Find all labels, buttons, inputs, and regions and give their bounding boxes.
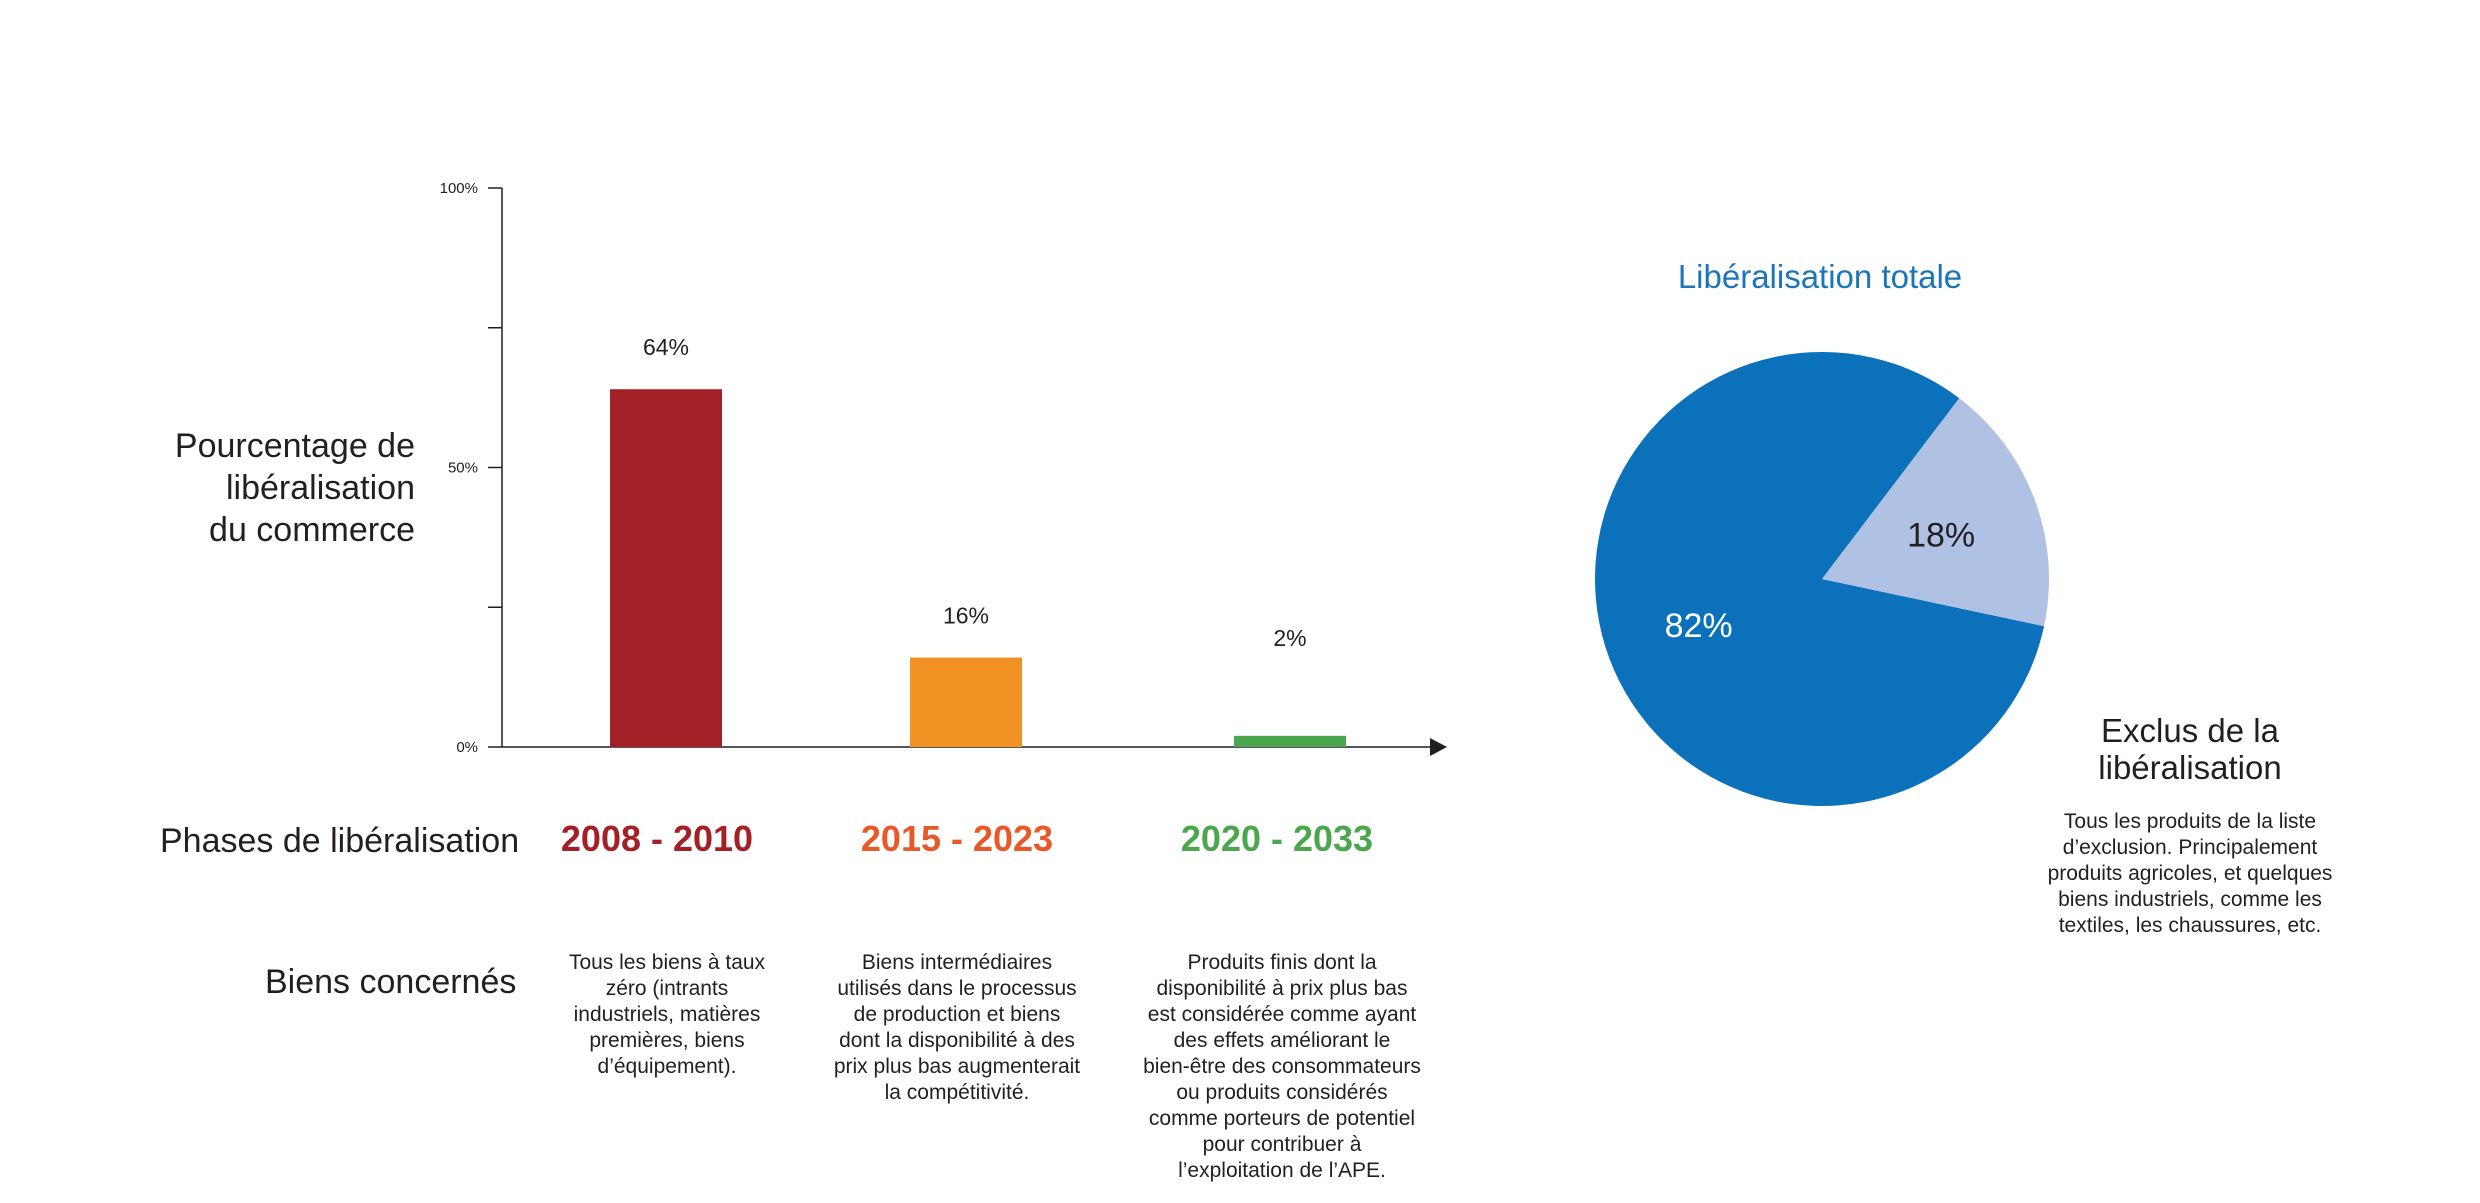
pie-chart-title: Libéralisation totale <box>1677 258 1963 295</box>
exclusion-title-line: Exclus de la <box>2101 712 2279 749</box>
description-line: pour contribuer à <box>1202 1133 1362 1156</box>
description-line: premières, biens <box>589 1029 745 1052</box>
y-tick-label: 100% <box>440 180 478 197</box>
description-line: est considérée comme ayant <box>1147 1003 1417 1026</box>
y-axis-label-line: du commerce <box>209 511 415 549</box>
description-line: prix plus bas augmenterait <box>833 1055 1081 1078</box>
bar-value-label: 16% <box>943 603 989 629</box>
phase-3-goods-description: Produits finis dont la disponibilité à p… <box>1122 950 1442 1184</box>
description-line: bien-être des consommateurs <box>1143 1055 1421 1078</box>
description-line: d’équipement). <box>597 1055 737 1078</box>
description-line: disponibilité à prix plus bas <box>1156 977 1408 1000</box>
pie-slice-label: 82% <box>1665 607 1733 645</box>
bar <box>910 657 1022 747</box>
y-axis-label-line: libéralisation <box>226 469 415 507</box>
exclusion-title-line: libéralisation <box>2098 749 2282 786</box>
phase-label-2: 2015 - 2023 <box>860 818 1054 859</box>
x-axis-arrow <box>1430 738 1447 756</box>
pie-slice-label: 18% <box>1907 517 1975 555</box>
description-line: de production et biens <box>853 1003 1061 1026</box>
pie-slice <box>1822 398 2049 627</box>
phases-row-title: Phases de libéralisation <box>160 822 520 860</box>
phase-label-1: 2008 - 2010 <box>560 818 754 859</box>
description-line: ou produits considérés <box>1176 1081 1388 1104</box>
description-line: l’exploitation de l’APE. <box>1178 1159 1386 1182</box>
description-line: Tous les produits de la liste <box>2063 810 2317 833</box>
description-line: Produits finis dont la <box>1187 951 1377 974</box>
description-line: produits agricoles, et quelques <box>2047 862 2333 885</box>
bar-value-label: 64% <box>643 334 689 360</box>
exclusion-title: Exclus de la libéralisation <box>2040 712 2340 786</box>
description-line: textiles, les chaussures, etc. <box>2058 914 2322 937</box>
description-line: dont la disponibilité à des <box>839 1029 1075 1052</box>
bar <box>1234 735 1346 747</box>
description-line: Tous les biens à taux <box>568 951 766 974</box>
bar <box>610 389 722 747</box>
pie-slice <box>1595 352 2045 806</box>
description-line: d’exclusion. Principalement <box>2062 836 2318 859</box>
bar-value-label: 2% <box>1273 625 1306 651</box>
y-tick-label: 50% <box>448 460 478 477</box>
bar-y-axis-label: Pourcentage de libéralisation du commerc… <box>150 425 415 551</box>
description-line: comme porteurs de potentiel <box>1148 1107 1416 1130</box>
exclusion-description: Tous les produits de la liste d’exclusio… <box>2030 809 2350 939</box>
description-line: zéro (intrants <box>605 977 729 1000</box>
y-axis-label-line: Pourcentage de <box>174 427 415 465</box>
description-line: la compétitivité. <box>884 1081 1030 1104</box>
description-line: Biens intermédiaires <box>861 951 1053 974</box>
y-tick-label: 0% <box>456 739 478 756</box>
phase-1-goods-description: Tous les biens à taux zéro (intrants ind… <box>547 950 787 1080</box>
description-line: des effets améliorant le <box>1173 1029 1391 1052</box>
description-line: utilisés dans le processus <box>837 977 1077 1000</box>
phase-label-3: 2020 - 2033 <box>1180 818 1374 859</box>
description-line: industriels, matières <box>573 1003 761 1026</box>
phase-2-goods-description: Biens intermédiaires utilisés dans le pr… <box>812 950 1102 1106</box>
description-line: biens industriels, comme les <box>2058 888 2322 911</box>
goods-row-title: Biens concernés <box>265 963 517 1001</box>
